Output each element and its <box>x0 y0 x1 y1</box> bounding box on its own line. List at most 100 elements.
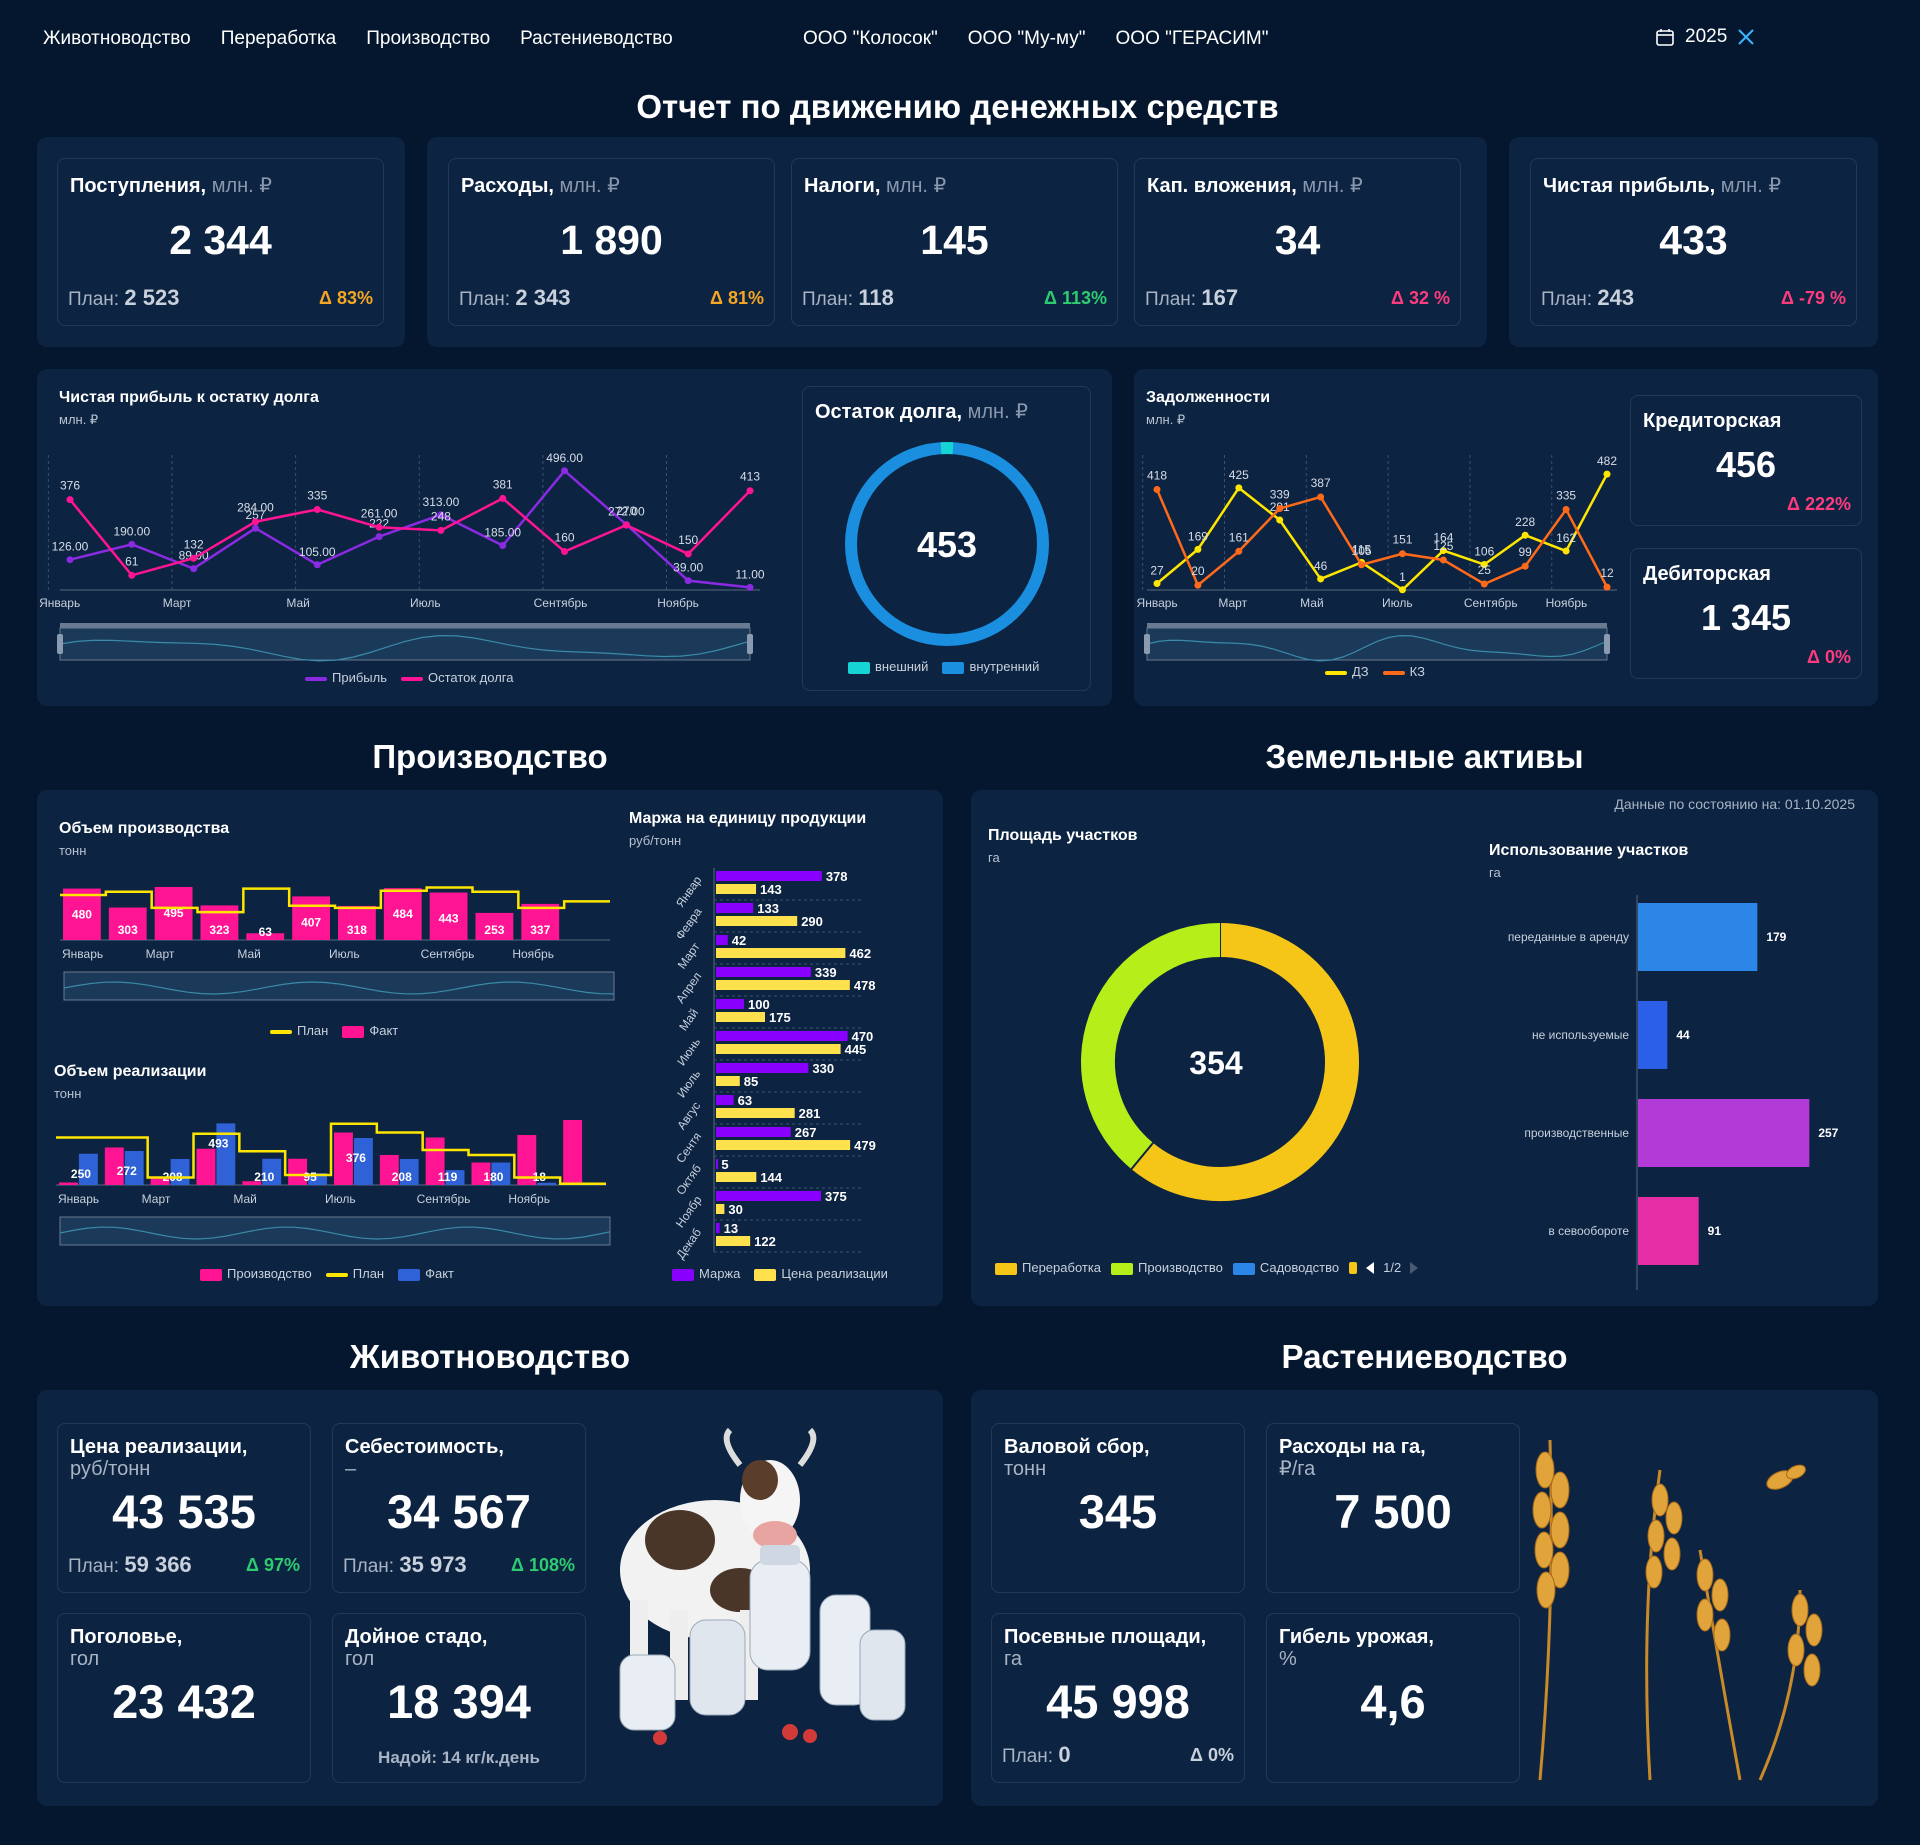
data-label: 161 <box>1229 530 1249 544</box>
fact-bar <box>383 888 422 940</box>
card-title: Дойное стадо, гол <box>345 1626 488 1670</box>
series-line <box>69 489 751 577</box>
donut-slice <box>1081 923 1221 1170</box>
usage-bar <box>1638 903 1758 971</box>
margin-label: 63 <box>738 1093 752 1108</box>
data-point <box>499 542 507 550</box>
category-label: Декаб <box>673 1226 704 1262</box>
data-label: 106 <box>1474 545 1494 559</box>
range-slider-preview <box>1146 635 1608 662</box>
margin-bar <box>716 1031 848 1041</box>
data-label: 164 <box>1433 531 1453 545</box>
nav-production[interactable]: Производство <box>366 28 491 49</box>
production-bar <box>104 1147 124 1185</box>
area-title: Площадь участков га <box>988 827 1138 865</box>
card-plan: План: 35 973 <box>343 1552 467 1577</box>
bar-label: 210 <box>254 1170 274 1184</box>
price-label: 462 <box>849 946 871 961</box>
calendar-icon <box>1656 29 1674 46</box>
bar-label: 493 <box>208 1136 228 1150</box>
fact-bar <box>353 1138 373 1185</box>
usage-bar-chart: переданные в аренду 179 не используемые 44 п… <box>1508 895 1839 1290</box>
org-kolosok[interactable]: ООО "Колосок" <box>803 28 938 49</box>
x-tick-label: Ноябрь <box>508 1192 550 1206</box>
close-icon[interactable] <box>1737 28 1755 46</box>
data-point <box>1317 575 1325 583</box>
fact-bar <box>521 903 560 940</box>
range-slider-track <box>63 971 615 1001</box>
price-label: 175 <box>769 1010 791 1025</box>
nav-processing[interactable]: Переработка <box>220 28 337 49</box>
crops-card: Валовой сбор, тонн 345 <box>991 1423 1245 1593</box>
data-point <box>190 565 198 573</box>
kpi-value: 2 344 <box>169 217 272 263</box>
wheat-illustration <box>1532 1439 1823 1781</box>
data-label: 284.00 <box>237 501 274 515</box>
org-mumu[interactable]: ООО "Му-му" <box>967 28 1086 49</box>
chevron-right-icon[interactable] <box>1409 1261 1419 1275</box>
kpi-title: Кап. вложения, млн. ₽ <box>1147 175 1363 197</box>
x-tick-label: Июль <box>325 1192 356 1206</box>
chevron-left-icon[interactable] <box>1365 1261 1375 1275</box>
usage-bar <box>1638 1001 1668 1069</box>
production-bar <box>379 1155 399 1185</box>
bar-label: 376 <box>346 1151 366 1165</box>
kpi-plan: План: 167 <box>1145 285 1239 310</box>
kpi-delta: Δ 83% <box>319 288 373 308</box>
usage-value: 91 <box>1708 1224 1722 1238</box>
data-label: 150 <box>678 533 698 547</box>
data-label: 27 <box>1150 564 1164 578</box>
range-slider-handle-left <box>1144 634 1150 654</box>
card-value: 7 500 <box>1334 1485 1452 1538</box>
category-label: Ноябр <box>673 1193 705 1230</box>
debts-legend: ДЗ КЗ <box>1325 664 1425 679</box>
data-point <box>1521 531 1529 539</box>
data-point <box>128 571 136 579</box>
data-label: 126.00 <box>52 540 89 554</box>
range-slider <box>57 623 753 662</box>
kpi-plan: План: 2 523 <box>68 285 180 310</box>
org-gerasim[interactable]: ООО "ГЕРАСИМ" <box>1115 28 1269 49</box>
margin-bar <box>716 1063 809 1073</box>
card-value: 4,6 <box>1360 1675 1426 1728</box>
x-tick-label: Март <box>1218 596 1247 610</box>
margin-bar <box>716 1095 734 1105</box>
data-label: 272.00 <box>608 505 645 519</box>
debts-chart-title: Задолженности млн. ₽ <box>1146 389 1271 427</box>
usage-value: 257 <box>1818 1126 1838 1140</box>
data-label: 482 <box>1597 454 1617 468</box>
price-bar <box>716 980 850 990</box>
range-slider <box>63 971 615 1001</box>
data-point <box>746 487 754 495</box>
kpi-value: 145 <box>920 217 989 263</box>
margin-label: 470 <box>852 1029 874 1044</box>
data-point <box>313 561 321 569</box>
data-label: 151 <box>1392 533 1412 547</box>
x-tick-label: Май <box>233 1192 257 1206</box>
data-label: 12 <box>1600 566 1614 580</box>
x-tick-label: Ноябрь <box>1546 596 1588 610</box>
area-legend: Переработка Производство Садоводство 1/2 <box>995 1260 1419 1275</box>
x-tick-label: Сентябрь <box>421 947 475 961</box>
fact-bar <box>154 886 193 940</box>
margin-label: 13 <box>724 1221 738 1236</box>
bar-label: 337 <box>530 923 550 937</box>
card-note: Надой: 14 кг/к.день <box>378 1748 540 1767</box>
card-value: 345 <box>1078 1485 1158 1538</box>
nav-livestock[interactable]: Животноводство <box>43 28 191 49</box>
data-point <box>1439 547 1447 555</box>
x-tick-label: Ноябрь <box>512 947 554 961</box>
fact-bar <box>445 1170 465 1185</box>
price-label: 445 <box>845 1042 867 1057</box>
nav-crops[interactable]: Растениеводство <box>520 28 673 49</box>
margin-legend: Маржа Цена реализации <box>672 1266 888 1281</box>
price-bar <box>716 884 757 894</box>
data-point <box>684 577 692 585</box>
bar-label: 407 <box>301 915 321 929</box>
year-filter[interactable]: 2025 <box>1655 26 1755 48</box>
main-title: Отчет по движению денежных средств <box>636 88 1279 125</box>
data-label: 257 <box>245 508 265 522</box>
margin-label: 330 <box>812 1061 834 1076</box>
payables-card: Кредиторская 456 Δ 222% <box>1630 395 1862 526</box>
data-point <box>684 550 692 558</box>
